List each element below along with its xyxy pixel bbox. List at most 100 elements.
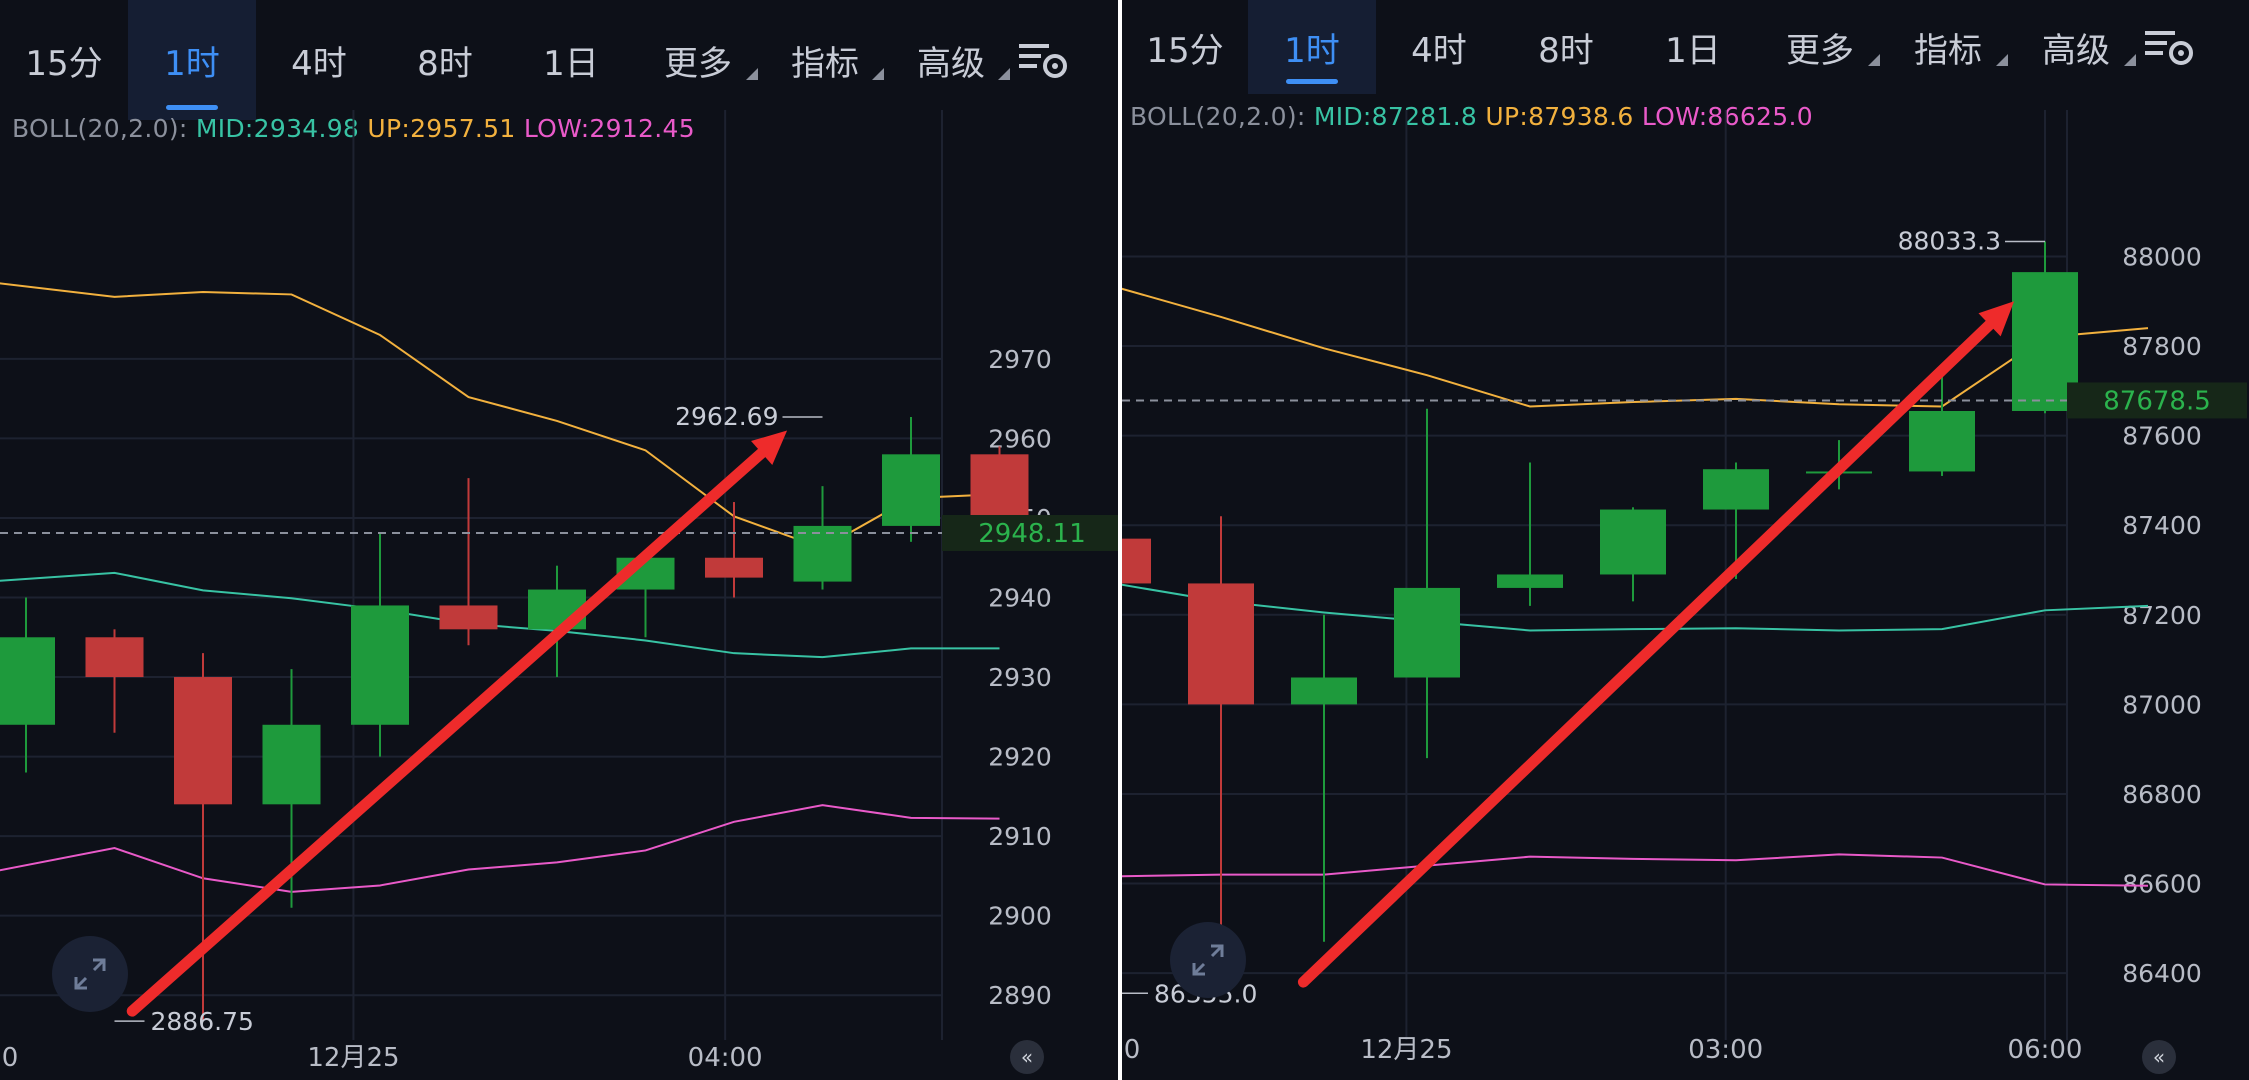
timeframe-tabs: 15分 1时 4时 8时 1日 更多 指标 高级: [1122, 0, 2249, 94]
tab-15m[interactable]: 15分: [1122, 0, 1248, 94]
tab-15m[interactable]: 15分: [0, 0, 128, 120]
tab-4h[interactable]: 4时: [256, 0, 382, 120]
y-tick-label: 87400: [2122, 511, 2202, 540]
boll-up-value: UP:87938.6: [1485, 102, 1634, 131]
boll-indicator: BOLL(20,2.0): MID:2934.98 UP:2957.51 LOW…: [12, 114, 695, 143]
high-marker-label: 2962.69: [675, 402, 778, 431]
tab-indicators[interactable]: 指标: [762, 0, 888, 120]
tab-label: 高级: [2042, 30, 2110, 71]
y-tick-label: 87800: [2122, 332, 2202, 361]
x-tick-label: 12月25: [1360, 1035, 1452, 1065]
tab-advanced[interactable]: 高级: [2012, 0, 2140, 94]
timeframe-tabs: 15分 1时 4时 8时 1日 更多 指标 高级: [0, 0, 1118, 120]
current-price-label: 87678.5: [2103, 386, 2211, 416]
y-tick-label: 87600: [2122, 422, 2202, 451]
tab-4h[interactable]: 4时: [1376, 0, 1502, 94]
candle-body: [793, 525, 852, 582]
y-tick-label: 88000: [2122, 242, 2202, 271]
tab-1d[interactable]: 1日: [508, 0, 634, 120]
tab-label: 1时: [1284, 30, 1340, 71]
chart-settings-icon[interactable]: [1014, 30, 1074, 90]
chart-settings-icon[interactable]: [2140, 17, 2200, 77]
tab-1h[interactable]: 1时: [128, 0, 256, 120]
x-tick-label: 04:00: [688, 1043, 763, 1073]
boll-low-line: [1122, 853, 2149, 887]
candle-body: [1600, 509, 1666, 575]
tab-more[interactable]: 更多: [1756, 0, 1884, 94]
tab-8h[interactable]: 8时: [382, 0, 508, 120]
tab-8h[interactable]: 8时: [1502, 0, 1630, 94]
tab-indicators[interactable]: 指标: [1884, 0, 2012, 94]
y-tick-label: 87200: [2122, 601, 2202, 630]
x-tick-label: 12月25: [307, 1043, 399, 1073]
candle-body: [1703, 469, 1769, 510]
tab-label: 15分: [25, 43, 103, 84]
double-chevron-left-icon[interactable]: «: [1010, 1040, 1044, 1074]
y-tick-label: 2940: [988, 584, 1052, 613]
tab-label: 更多: [1786, 30, 1854, 71]
dropdown-caret-icon: [1868, 54, 1880, 66]
chart-panel-right: 15分 1时 4时 8时 1日 更多 指标 高级 BOLL(20,2.0): M…: [1122, 0, 2249, 1080]
candle-body: [1394, 587, 1460, 678]
double-chevron-left-icon[interactable]: «: [2142, 1040, 2176, 1074]
candle-body: [174, 677, 232, 805]
trend-arrow-head: [1978, 301, 2015, 337]
x-tick-label: 0: [2, 1043, 19, 1073]
high-marker-label: 88033.3: [1898, 227, 2001, 256]
y-tick-label: 2930: [988, 663, 1052, 692]
tab-label: 1日: [543, 43, 599, 84]
panel-divider: [1118, 0, 1122, 1080]
dropdown-caret-icon: [1996, 54, 2008, 66]
candle-body: [262, 724, 321, 805]
chart-panel-left: 15分 1时 4时 8时 1日 更多 指标 高级 BOLL(20,2.0): M…: [0, 0, 1118, 1080]
expand-arrows-icon[interactable]: [52, 936, 128, 1012]
dropdown-caret-icon: [872, 68, 884, 80]
candle-body: [705, 557, 763, 578]
tab-advanced[interactable]: 高级: [888, 0, 1014, 120]
candlestick-chart[interactable]: 86400 86600 86800 87000 87200 87400 87600 87800…: [1122, 0, 2249, 1080]
tab-1h[interactable]: 1时: [1248, 0, 1376, 94]
tab-label: 15分: [1146, 30, 1224, 71]
y-tick-label: 2910: [988, 822, 1052, 851]
current-price-box: [942, 514, 1118, 551]
trend-arrow-shaft: [1297, 319, 1996, 988]
candle-body: [1909, 410, 1975, 472]
y-tick-label: 86600: [2122, 870, 2202, 899]
candle-body: [351, 605, 409, 725]
candle-body: [1497, 574, 1563, 588]
tab-label: 4时: [291, 43, 347, 84]
x-tick-label: 03:00: [1688, 1035, 1763, 1065]
tab-label: 1日: [1665, 30, 1721, 71]
x-tick-label: 0: [1124, 1035, 1141, 1065]
boll-mid-line: [0, 571, 1000, 659]
boll-indicator: BOLL(20,2.0): MID:87281.8 UP:87938.6 LOW…: [1130, 102, 1813, 131]
dropdown-caret-icon: [998, 68, 1010, 80]
boll-mid-value: MID:2934.98: [195, 114, 360, 143]
tab-more[interactable]: 更多: [634, 0, 762, 120]
boll-up-line: [1122, 287, 2149, 408]
candle-body: [439, 605, 498, 630]
tab-label: 更多: [664, 43, 732, 84]
tab-label: 8时: [417, 43, 473, 84]
boll-low-value: LOW:2912.45: [523, 114, 695, 143]
boll-label: BOLL(20,2.0):: [1130, 102, 1306, 131]
y-tick-label: 86800: [2122, 780, 2202, 809]
y-tick-label: 2900: [988, 902, 1052, 931]
expand-arrows-icon[interactable]: [1170, 922, 1246, 998]
tab-label: 高级: [917, 43, 985, 84]
y-tick-label: 2970: [988, 345, 1052, 374]
candle-body: [1122, 538, 1151, 584]
candle-body: [85, 637, 144, 678]
tab-label: 指标: [1914, 30, 1982, 71]
y-tick-label: 86400: [2122, 959, 2202, 988]
candle-body: [882, 454, 940, 526]
boll-label: BOLL(20,2.0):: [12, 114, 188, 143]
tab-1d[interactable]: 1日: [1630, 0, 1756, 94]
x-tick-label: 06:00: [2008, 1035, 2083, 1065]
tab-label: 4时: [1411, 30, 1467, 71]
dropdown-caret-icon: [746, 68, 758, 80]
tab-label: 8时: [1538, 30, 1594, 71]
y-tick-label: 87000: [2122, 690, 2202, 719]
boll-up-line: [0, 282, 1000, 550]
candlestick-chart[interactable]: 289029002910292029302940295029602970012月…: [0, 0, 1118, 1080]
